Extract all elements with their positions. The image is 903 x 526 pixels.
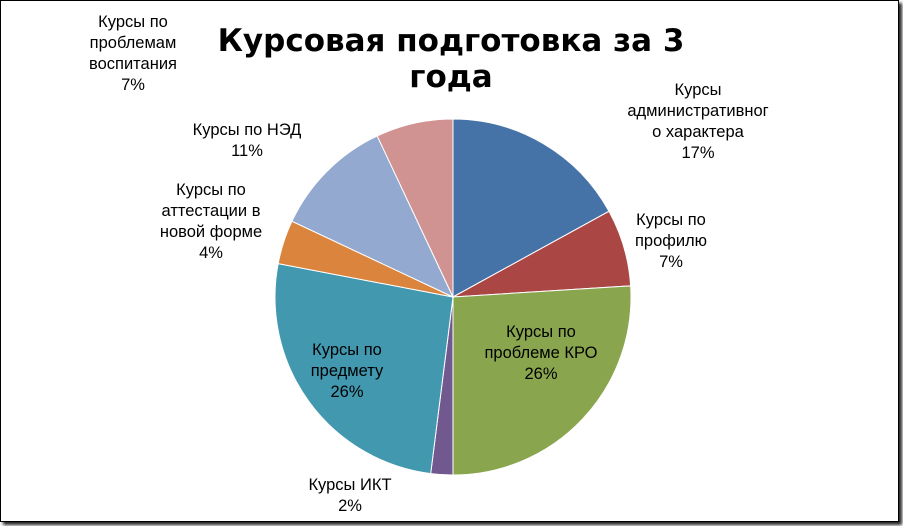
slice-label-kro: Курсы по проблеме КРО 26% <box>484 323 598 383</box>
slice-label-ned: Курсы по НЭД 11% <box>192 121 302 160</box>
slice-label-admin: Курсы административног о характера 17% <box>627 81 769 162</box>
pie-slice-4 <box>274 263 454 475</box>
slice-label-ikt: Курсы ИКТ 2% <box>308 476 392 515</box>
pie-slice-6 <box>291 135 455 299</box>
pie-slice-7 <box>376 118 454 298</box>
chart-title: Курсовая подготовка за 3 года <box>217 23 685 95</box>
slice-label-subject: Курсы по предмету 26% <box>310 341 384 401</box>
slice-label-upbringing: Курсы по проблемам воспитания 7% <box>89 13 177 94</box>
slice-label-profile: Курсы по профилю 7% <box>634 211 708 271</box>
pie-slice-2 <box>452 285 632 476</box>
slice-label-attestation: Курсы по аттестации в новой форме 4% <box>159 181 263 262</box>
pie-slice-0 <box>452 118 610 298</box>
